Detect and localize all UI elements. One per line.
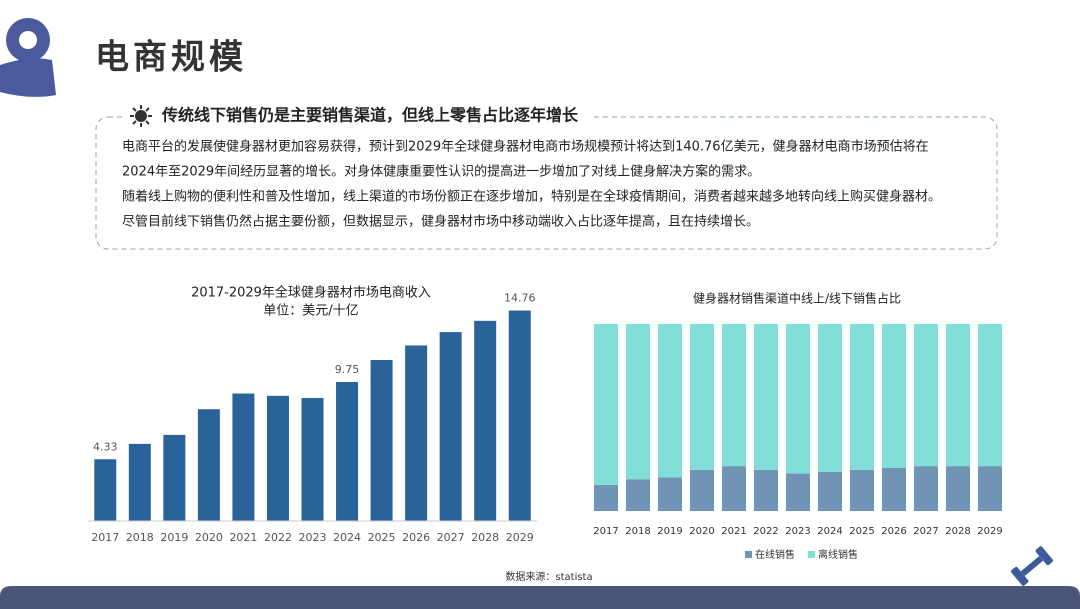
bar-segment [658, 477, 682, 511]
bar [301, 397, 324, 521]
footer-band [0, 586, 1080, 609]
bar-segment [850, 469, 874, 511]
bar-segment [690, 324, 714, 470]
bar [439, 332, 462, 521]
x-tick-label: 2021 [721, 526, 746, 537]
chart-title: 2017-2029年全球健身器材市场电商收入 [191, 285, 431, 301]
bar-segment [594, 484, 618, 511]
x-tick-label: 2019 [160, 531, 188, 544]
x-tick-label: 2026 [881, 526, 906, 537]
bar-segment [722, 324, 746, 467]
legend-swatch [808, 551, 815, 558]
bar-segment [818, 471, 842, 511]
bar-segment [786, 473, 810, 511]
x-tick-label: 2018 [126, 531, 154, 544]
x-tick-label: 2028 [945, 526, 970, 537]
bar-segment [914, 324, 938, 467]
bar-segment [594, 324, 618, 485]
bar-segment [754, 469, 778, 511]
bar [336, 381, 359, 521]
legend-swatch [745, 551, 752, 558]
x-tick-label: 2020 [689, 526, 714, 537]
bar-segment [818, 324, 842, 472]
heading-mask [122, 104, 592, 128]
callout-line: 电商平台的发展使健身器材更加容易获得，预计到2029年全球健身器材电商市场规模预… [122, 139, 929, 155]
bar [508, 310, 531, 521]
logo [0, 18, 56, 97]
bar-segment [946, 324, 970, 467]
bar-segment [882, 467, 906, 511]
bar-segment [786, 324, 810, 474]
chart-subtitle: 单位：美元/十亿 [263, 304, 358, 319]
bar [266, 395, 289, 521]
bar-segment [882, 324, 906, 468]
bar [197, 409, 220, 521]
data-label: 9.75 [335, 363, 360, 376]
x-tick-label: 2018 [625, 526, 650, 537]
x-tick-label: 2027 [913, 526, 938, 537]
bar [128, 443, 151, 521]
x-tick-label: 2023 [299, 531, 327, 544]
x-tick-label: 2029 [977, 526, 1002, 537]
callout-box [95, 116, 998, 250]
data-label: 14.76 [504, 292, 536, 305]
x-tick-label: 2026 [402, 531, 430, 544]
bar [405, 345, 428, 521]
x-tick-label: 2029 [506, 531, 534, 544]
bar [232, 393, 255, 521]
bar-segment [690, 469, 714, 511]
callout-heading: 传统线下销售仍是主要销售渠道，但线上零售占比逐年增长 [161, 106, 579, 125]
bar-segment [626, 479, 650, 511]
sun-icon [130, 105, 152, 127]
x-tick-label: 2025 [849, 526, 874, 537]
bar-segment [626, 324, 650, 480]
x-tick-label: 2025 [368, 531, 396, 544]
bar [370, 360, 393, 521]
x-tick-label: 2017 [593, 526, 618, 537]
bar-segment [978, 466, 1002, 511]
legend-label: 离线销售 [818, 548, 858, 561]
data-label: 4.33 [93, 440, 118, 453]
x-tick-label: 2021 [229, 531, 257, 544]
legend-label: 在线销售 [755, 548, 795, 561]
callout-line: 随着线上购物的便利性和普及性增加，线上渠道的市场份额正在逐步增加，特别是在全球疫… [122, 189, 941, 205]
callout-line: 2024年至2029年间经历显著的增长。对身体健康重要性认识的提高进一步增加了对… [122, 164, 760, 180]
bar-segment [754, 324, 778, 470]
x-tick-label: 2028 [471, 531, 499, 544]
chart-title: 健身器材销售渠道中线上/线下销售占比 [693, 291, 901, 306]
bar-segment [978, 324, 1002, 467]
bar-segment [946, 466, 970, 511]
x-tick-label: 2022 [753, 526, 778, 537]
x-tick-label: 2024 [817, 526, 842, 537]
bar [474, 320, 497, 521]
callout-line: 尽管目前线下销售仍然占据主要份额，但数据显示，健身器材市场中移动端收入占比逐年提… [122, 214, 759, 230]
x-tick-label: 2020 [195, 531, 223, 544]
bar-segment [658, 324, 682, 478]
x-tick-label: 2022 [264, 531, 292, 544]
bar-segment [850, 324, 874, 470]
bar [163, 434, 186, 521]
x-tick-label: 2027 [437, 531, 465, 544]
x-tick-label: 2017 [91, 531, 119, 544]
bar-segment [722, 466, 746, 511]
x-tick-label: 2019 [657, 526, 682, 537]
bar-segment [914, 466, 938, 511]
bar [94, 459, 117, 521]
x-tick-label: 2024 [333, 531, 361, 544]
page-title: 电商规模 [95, 38, 247, 78]
x-tick-label: 2023 [785, 526, 810, 537]
dumbbell-icon [1011, 546, 1053, 586]
source: 数据来源：statista [505, 570, 592, 583]
